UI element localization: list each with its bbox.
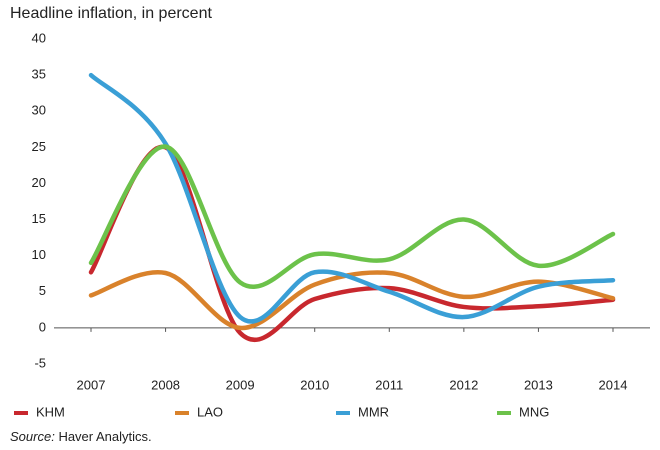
y-tick-label: 40 (32, 30, 46, 45)
legend-label: MNG (519, 404, 549, 419)
y-tick-label: 20 (32, 175, 46, 190)
series-line (88, 72, 616, 324)
x-tick-label: 2011 (375, 377, 403, 392)
source-label: Source: (10, 429, 55, 444)
y-tick-label: 30 (32, 103, 46, 118)
x-tick-label: 2010 (300, 377, 329, 392)
chart-title: Headline inflation, in percent (10, 5, 212, 22)
x-tick-label: 2007 (77, 377, 106, 392)
y-tick-label: 25 (32, 139, 46, 154)
source-text: Haver Analytics. (58, 429, 151, 444)
x-tick-label: 2009 (226, 377, 255, 392)
series-line (88, 269, 616, 331)
legend-label: LAO (197, 404, 223, 419)
source: Source: Haver Analytics. (10, 429, 152, 444)
x-tick-label: 2012 (449, 377, 478, 392)
series-line (88, 144, 616, 290)
y-tick-label: 5 (39, 283, 46, 298)
y-tick-label: 10 (32, 247, 46, 262)
y-tick-label: -5 (34, 355, 46, 370)
legend-label: MMR (358, 404, 389, 419)
y-tick-label: 15 (32, 211, 46, 226)
y-tick-label: 0 (39, 319, 46, 334)
x-tick-label: 2014 (599, 377, 628, 392)
x-tick-label: 2008 (151, 377, 180, 392)
series-line (88, 144, 616, 343)
y-tick-label: 35 (32, 67, 46, 82)
legend-label: KHM (36, 404, 65, 419)
x-tick-label: 2013 (524, 377, 553, 392)
